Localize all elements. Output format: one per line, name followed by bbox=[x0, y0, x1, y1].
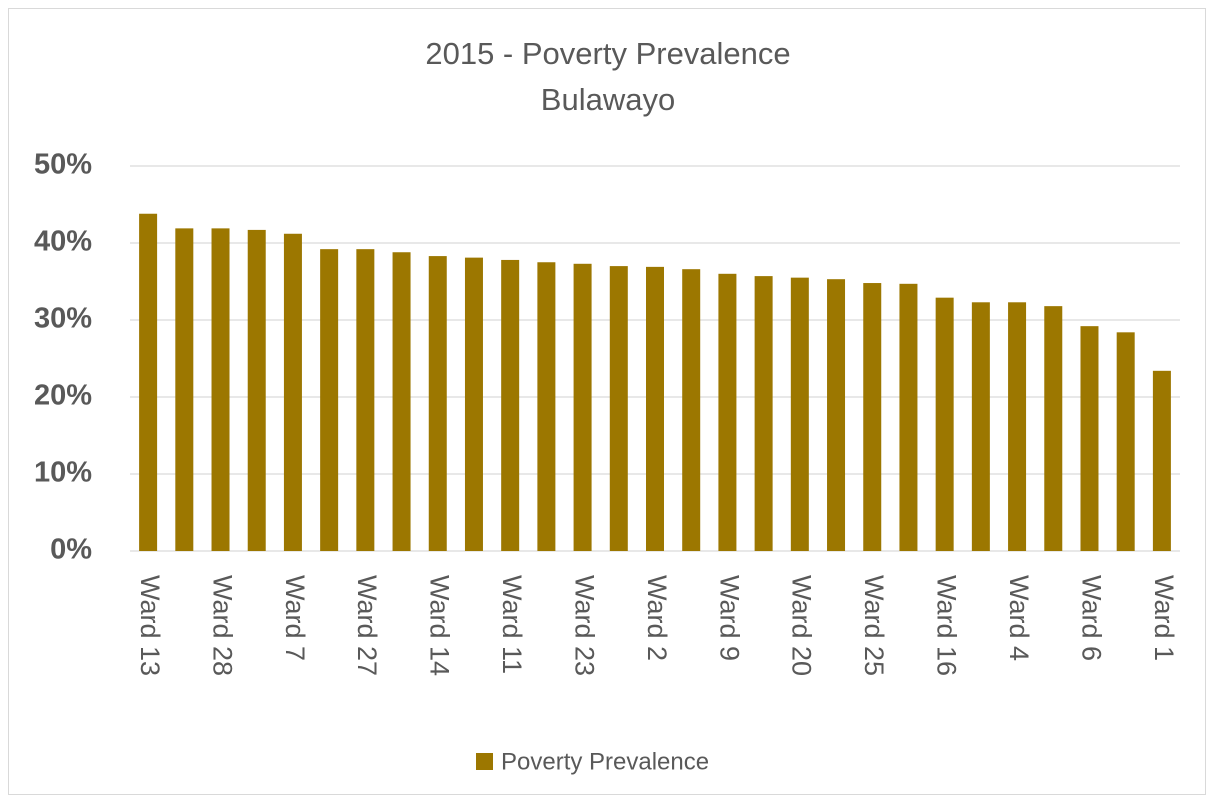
bar bbox=[754, 276, 773, 551]
y-tick-label: 0% bbox=[50, 534, 92, 566]
x-tick-label: Ward 27 bbox=[352, 575, 382, 676]
bar bbox=[247, 229, 266, 551]
bar bbox=[682, 269, 701, 551]
bar bbox=[1116, 332, 1135, 551]
legend-label: Poverty Prevalence bbox=[501, 748, 709, 775]
bar bbox=[356, 249, 375, 551]
bar bbox=[392, 252, 411, 552]
bar bbox=[175, 228, 194, 551]
bar bbox=[464, 257, 483, 551]
x-tick-label: Ward 23 bbox=[569, 575, 599, 676]
bar bbox=[1008, 302, 1027, 551]
x-tick-label: Ward 1 bbox=[1149, 575, 1179, 661]
x-tick-label: Ward 4 bbox=[1004, 575, 1034, 661]
chart-border bbox=[8, 8, 1206, 795]
x-tick-label: Ward 25 bbox=[859, 575, 889, 676]
chart-subtitle: Bulawayo bbox=[541, 82, 675, 117]
bar bbox=[790, 277, 809, 551]
y-tick-label: 10% bbox=[34, 457, 92, 489]
x-tick-label: Ward 11 bbox=[497, 575, 527, 674]
x-tick-label: Ward 6 bbox=[1076, 575, 1106, 661]
chart-title: 2015 - Poverty Prevalence bbox=[425, 36, 790, 71]
bar bbox=[537, 262, 556, 551]
x-tick-label: Ward 28 bbox=[207, 575, 237, 676]
bar bbox=[718, 273, 737, 551]
x-tick-label: Ward 7 bbox=[280, 575, 310, 661]
x-tick-label: Ward 9 bbox=[714, 575, 744, 661]
y-tick-label: 40% bbox=[34, 226, 92, 258]
bar bbox=[211, 228, 230, 551]
bar bbox=[609, 266, 628, 551]
bar bbox=[935, 297, 954, 551]
y-tick-label: 20% bbox=[34, 380, 92, 412]
bar bbox=[827, 279, 846, 551]
bar bbox=[646, 266, 664, 551]
bar bbox=[971, 302, 990, 551]
bar bbox=[863, 283, 882, 551]
bar bbox=[139, 213, 158, 552]
bar bbox=[428, 256, 447, 551]
legend-swatch bbox=[476, 753, 493, 770]
bar bbox=[899, 283, 918, 551]
y-tick-label: 30% bbox=[34, 303, 92, 335]
x-tick-label: Ward 16 bbox=[932, 575, 962, 676]
x-tick-label: Ward 2 bbox=[642, 575, 672, 661]
bar bbox=[573, 263, 592, 551]
bar bbox=[1044, 306, 1063, 551]
bar bbox=[1080, 326, 1099, 551]
bar bbox=[501, 259, 520, 551]
bar bbox=[283, 233, 302, 551]
bar bbox=[1152, 370, 1171, 551]
y-tick-label: 50% bbox=[34, 149, 92, 181]
bar bbox=[320, 249, 339, 551]
x-tick-label: Ward 20 bbox=[787, 575, 817, 676]
x-tick-label: Ward 14 bbox=[425, 575, 455, 676]
x-tick-label: Ward 13 bbox=[135, 575, 165, 676]
